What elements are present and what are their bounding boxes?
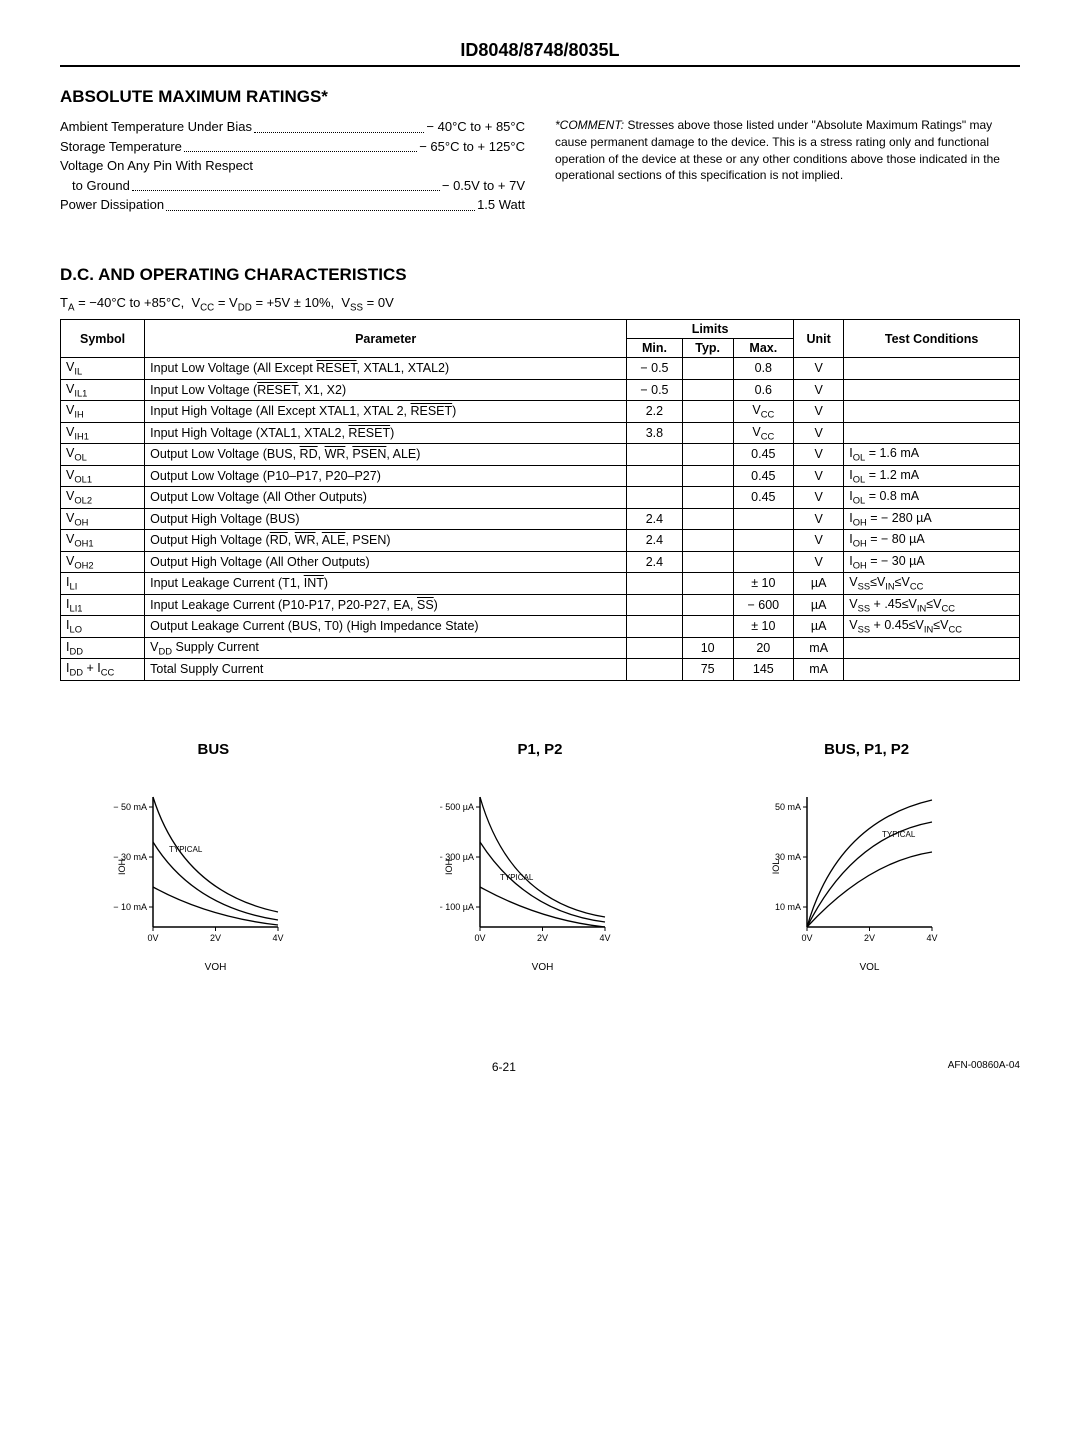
col-parameter: Parameter <box>145 320 627 358</box>
table-row: ILIInput Leakage Current (T1, INT)± 10µA… <box>61 573 1020 595</box>
table-row: IDD + ICCTotal Supply Current75145mA <box>61 659 1020 681</box>
chart-svg: − 500 µA− 300 µA− 100 µA0V2V4VTYPICALIOH… <box>440 782 640 977</box>
table-row: IDDVDD Supply Current1020mA <box>61 637 1020 659</box>
col-symbol: Symbol <box>61 320 145 358</box>
dc-table: Symbol Parameter Limits Unit Test Condit… <box>60 319 1020 681</box>
svg-text:10 mA: 10 mA <box>775 902 801 912</box>
svg-text:− 50 mA: − 50 mA <box>114 802 148 812</box>
svg-text:50 mA: 50 mA <box>775 802 801 812</box>
doc-code: AFN-00860A-04 <box>948 1060 1020 1074</box>
ratings-block: Ambient Temperature Under Bias− 40°C to … <box>60 117 1020 215</box>
svg-text:− 500 µA: − 500 µA <box>440 802 474 812</box>
table-row: VOL1Output Low Voltage (P10–P17, P20–P27… <box>61 465 1020 487</box>
chart: BUS, P1, P250 mA30 mA10 mA0V2V4VTYPICALI… <box>767 741 967 980</box>
col-max: Max. <box>733 339 794 358</box>
chart-title: BUS <box>113 741 313 758</box>
doc-title: ID8048/8748/8035L <box>60 40 1020 67</box>
chart: BUS− 50 mA− 30 mA− 10 mA0V2V4VTYPICALIOH… <box>113 741 313 980</box>
col-cond: Test Conditions <box>844 320 1020 358</box>
chart: P1, P2− 500 µA− 300 µA− 100 µA0V2V4VTYPI… <box>440 741 640 980</box>
table-row: VOH1Output High Voltage (RD, WR, ALE, PS… <box>61 530 1020 552</box>
svg-text:4V: 4V <box>926 933 937 943</box>
charts-row: BUS− 50 mA− 30 mA− 10 mA0V2V4VTYPICALIOH… <box>60 741 1020 980</box>
col-typ: Typ. <box>682 339 733 358</box>
chart-svg: 50 mA30 mA10 mA0V2V4VTYPICALIOLVOL <box>767 782 967 977</box>
col-unit: Unit <box>794 320 844 358</box>
svg-text:TYPICAL: TYPICAL <box>169 845 203 854</box>
table-row: ILI1Input Leakage Current (P10-P17, P20-… <box>61 594 1020 616</box>
svg-text:2V: 2V <box>864 933 875 943</box>
abs-max-heading: ABSOLUTE MAXIMUM RATINGS* <box>60 87 1020 107</box>
svg-text:TYPICAL: TYPICAL <box>500 873 534 882</box>
dc-heading: D.C. AND OPERATING CHARACTERISTICS <box>60 265 1020 285</box>
table-row: VIL1Input Low Voltage (RESET, X1, X2)− 0… <box>61 379 1020 401</box>
rating-line: Storage Temperature− 65°C to + 125°C <box>60 137 525 157</box>
chart-title: P1, P2 <box>440 741 640 758</box>
ratings-list: Ambient Temperature Under Bias− 40°C to … <box>60 117 525 215</box>
svg-text:IOL: IOL <box>771 859 781 874</box>
table-row: VIH1Input High Voltage (XTAL1, XTAL2, RE… <box>61 422 1020 444</box>
svg-text:0V: 0V <box>801 933 812 943</box>
rating-line: to Ground− 0.5V to + 7V <box>60 176 525 196</box>
comment-label: *COMMENT: <box>555 118 624 132</box>
svg-text:0V: 0V <box>148 933 159 943</box>
rating-line: Ambient Temperature Under Bias− 40°C to … <box>60 117 525 137</box>
svg-text:0V: 0V <box>474 933 485 943</box>
chart-svg: − 50 mA− 30 mA− 10 mA0V2V4VTYPICALIOHVOH <box>113 782 313 977</box>
table-row: VIHInput High Voltage (All Except XTAL1,… <box>61 401 1020 423</box>
table-row: ILOOutput Leakage Current (BUS, T0) (Hig… <box>61 616 1020 638</box>
table-row: VILInput Low Voltage (All Except RESET, … <box>61 358 1020 380</box>
svg-text:VOH: VOH <box>532 962 554 973</box>
svg-text:4V: 4V <box>273 933 284 943</box>
rating-line: Voltage On Any Pin With Respect <box>60 156 525 176</box>
svg-text:− 100 µA: − 100 µA <box>440 902 474 912</box>
rating-line: Power Dissipation1.5 Watt <box>60 195 525 215</box>
comment-block: *COMMENT: Stresses above those listed un… <box>555 117 1020 215</box>
col-min: Min. <box>627 339 683 358</box>
svg-text:4V: 4V <box>599 933 610 943</box>
svg-text:2V: 2V <box>537 933 548 943</box>
footer: 6-21 AFN-00860A-04 <box>60 1060 1020 1074</box>
svg-text:− 10 mA: − 10 mA <box>114 902 148 912</box>
col-limits: Limits <box>627 320 794 339</box>
svg-text:VOH: VOH <box>205 962 227 973</box>
svg-text:IOH: IOH <box>444 859 454 875</box>
svg-text:IOH: IOH <box>117 859 127 875</box>
table-row: VOH2Output High Voltage (All Other Outpu… <box>61 551 1020 573</box>
table-row: VOHOutput High Voltage (BUS)2.4VIOH = − … <box>61 508 1020 530</box>
chart-title: BUS, P1, P2 <box>767 741 967 758</box>
svg-text:TYPICAL: TYPICAL <box>882 830 916 839</box>
dc-conditions: TA = −40°C to +85°C, VCC = VDD = +5V ± 1… <box>60 295 1020 314</box>
page-number: 6-21 <box>492 1060 516 1074</box>
table-row: VOLOutput Low Voltage (BUS, RD, WR, PSEN… <box>61 444 1020 466</box>
svg-text:2V: 2V <box>210 933 221 943</box>
table-row: VOL2Output Low Voltage (All Other Output… <box>61 487 1020 509</box>
svg-text:VOL: VOL <box>859 962 879 973</box>
